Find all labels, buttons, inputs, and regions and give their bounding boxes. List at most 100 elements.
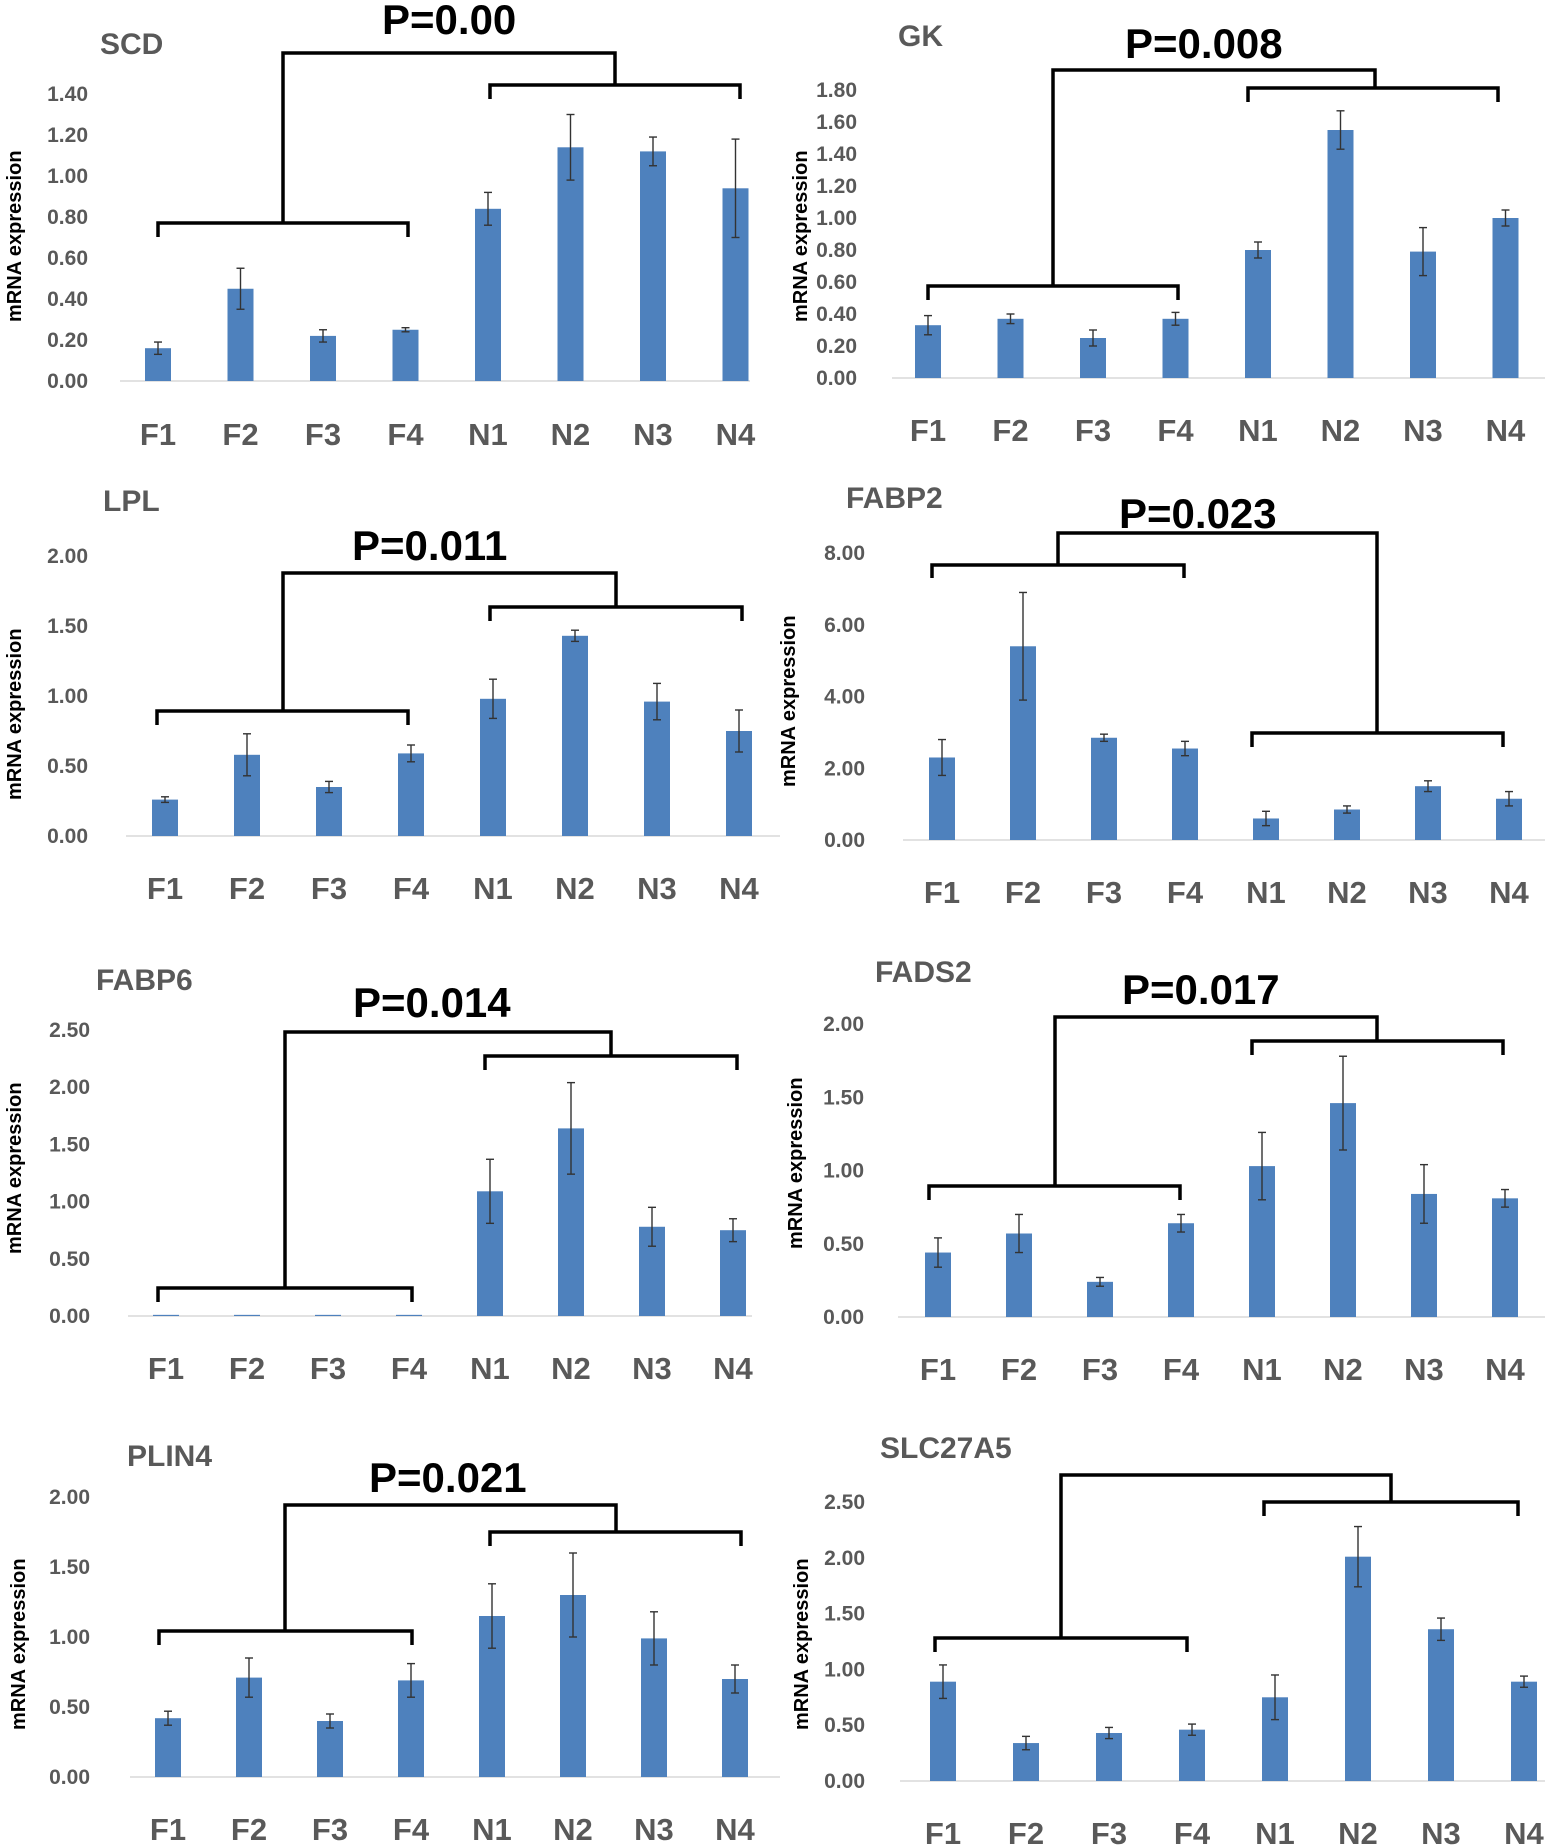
bar-n4 xyxy=(722,1679,748,1777)
error-bar-n3 xyxy=(653,682,661,721)
gene-title: FADS2 xyxy=(875,956,972,989)
x-tick-label: N2 xyxy=(1338,1816,1378,1847)
bar-chart: 0.00 0.20 0.40 0.60 0.80 1.00 1.20 1.40 1.60 1.80… xyxy=(816,68,1545,448)
bar-chart: 0.00 2.00 4.00 6.00 8.00 F1 F2 F3 F4 N1 N2 N3 N4 xyxy=(824,531,1545,910)
x-tick-label: F3 xyxy=(1082,1352,1118,1387)
y-tick-label: 1.40 xyxy=(816,143,857,166)
error-bar-f1 xyxy=(164,1710,172,1726)
x-tick-label: F1 xyxy=(925,1816,961,1847)
error-bar-f2 xyxy=(243,733,251,777)
error-bar-n3 xyxy=(1420,1163,1428,1224)
gene-title: FABP6 xyxy=(96,964,193,997)
x-tick-label: F3 xyxy=(310,1351,346,1386)
bar-f2 xyxy=(234,1314,260,1316)
x-tick-label: N4 xyxy=(716,417,756,452)
bar-f3 xyxy=(316,787,342,836)
x-tick-label: N3 xyxy=(1404,1352,1444,1387)
error-bar-n4 xyxy=(731,138,740,239)
panel-plin4: PLIN4 P=0.021 mRNA expression 0.00 0.50 1.… xyxy=(0,1386,780,1847)
x-tick-label: F4 xyxy=(1174,1816,1211,1847)
y-tick-label: 0.50 xyxy=(49,1248,90,1271)
y-tick-label: 1.50 xyxy=(47,615,88,638)
error-bar-f1 xyxy=(924,314,932,336)
bar-n3 xyxy=(1428,1629,1454,1781)
x-tick-label: N4 xyxy=(1504,1816,1544,1847)
y-tick-label: 0.50 xyxy=(824,1714,865,1737)
error-bar-f1 xyxy=(154,341,162,356)
x-tick-label: N1 xyxy=(1246,875,1286,910)
error-bar-n3 xyxy=(650,1611,658,1666)
error-bar-n4 xyxy=(735,709,743,753)
y-tick-label: 1.60 xyxy=(816,111,857,134)
significance-bracket xyxy=(157,1503,743,1645)
y-tick-label: 2.50 xyxy=(824,1491,865,1514)
bar-f4 xyxy=(1168,1223,1194,1317)
error-bar-n3 xyxy=(648,1206,656,1247)
error-bar-n3 xyxy=(649,136,657,167)
error-bar-f3 xyxy=(1100,733,1108,743)
y-tick-label: 0.50 xyxy=(823,1233,864,1256)
x-tick-label: N2 xyxy=(551,417,591,452)
x-tick-label: N4 xyxy=(1486,413,1526,448)
y-tick-label: 1.00 xyxy=(49,1191,90,1214)
x-tick-label: N4 xyxy=(713,1351,753,1386)
x-tick-label: N3 xyxy=(637,871,677,906)
bar-chart: 0.00 0.50 1.00 1.50 2.00 F1 F2 F3 F4 N1 N2 N3 N4 xyxy=(47,545,780,906)
x-tick-label: N4 xyxy=(719,871,759,906)
x-tick-label: N1 xyxy=(1242,1352,1282,1387)
y-tick-label: 1.50 xyxy=(49,1556,90,1579)
y-tick-label: 0.00 xyxy=(49,1766,90,1789)
gene-title: FABP2 xyxy=(846,482,943,515)
x-tick-label: F4 xyxy=(1163,1352,1200,1387)
y-tick-label: 0.00 xyxy=(47,825,88,848)
y-tick-label: 1.20 xyxy=(47,124,88,147)
x-tick-label: F3 xyxy=(1091,1816,1127,1847)
gene-title: SLC27A5 xyxy=(880,1432,1012,1465)
y-tick-label: 0.00 xyxy=(816,367,857,390)
y-tick-label: 1.00 xyxy=(49,1626,90,1649)
x-tick-label: N1 xyxy=(470,1351,510,1386)
error-bar-f1 xyxy=(934,1237,942,1268)
y-tick-label: 4.00 xyxy=(824,686,865,709)
y-tick-label: 0.20 xyxy=(816,335,857,358)
error-bar-n4 xyxy=(1501,1188,1509,1208)
y-tick-label: 0.50 xyxy=(47,755,88,778)
error-bar-n1 xyxy=(1254,241,1262,259)
x-tick-label: F4 xyxy=(391,1351,428,1386)
y-tick-label: 1.80 xyxy=(816,79,857,102)
error-bar-f3 xyxy=(1105,1726,1113,1740)
x-tick-label: F2 xyxy=(222,417,258,452)
x-tick-label: F4 xyxy=(393,1812,430,1847)
significance-bracket xyxy=(930,531,1505,747)
bar-n3 xyxy=(1415,786,1441,840)
error-bar-n2 xyxy=(567,1081,575,1175)
x-tick-label: N3 xyxy=(1408,875,1448,910)
error-bar-f1 xyxy=(161,796,169,804)
p-value-label: P=0.00 xyxy=(382,0,517,43)
error-bar-n1 xyxy=(1271,1674,1279,1721)
error-bar-n3 xyxy=(1419,226,1427,277)
bar-f2 xyxy=(997,318,1024,378)
x-tick-label: N3 xyxy=(1421,1816,1461,1847)
x-tick-label: F1 xyxy=(147,871,183,906)
error-bar-n1 xyxy=(488,1583,496,1649)
error-bar-f3 xyxy=(326,1713,334,1729)
error-bar-f2 xyxy=(1015,1213,1023,1254)
error-bar-n2 xyxy=(1354,1525,1362,1588)
x-tick-label: N2 xyxy=(555,871,595,906)
y-tick-label: 1.20 xyxy=(816,175,857,198)
y-tick-label: 0.40 xyxy=(816,303,857,326)
bar-chart: 0.00 0.20 0.40 0.60 0.80 1.00 1.20 1.40 F1 F2 F3 F4… xyxy=(47,51,756,452)
y-tick-label: 2.50 xyxy=(49,1019,90,1042)
y-tick-label: 0.80 xyxy=(816,239,857,262)
error-bar-f1 xyxy=(939,1664,947,1700)
y-tick-label: 0.00 xyxy=(824,1770,865,1793)
x-tick-label: N1 xyxy=(468,417,508,452)
bar-n1 xyxy=(480,698,506,836)
panel-fabp2: FABP2 P=0.023 mRNA expression 0.00 2.00 4.… xyxy=(778,462,1559,924)
bar-f1 xyxy=(152,799,178,836)
panel-fabp6: FABP6 P=0.014 mRNA expression 0.00 0.50 1.… xyxy=(0,924,780,1386)
error-bar-n3 xyxy=(1424,780,1432,793)
p-value-label: P=0.014 xyxy=(353,979,511,1026)
bar-n3 xyxy=(644,701,670,836)
